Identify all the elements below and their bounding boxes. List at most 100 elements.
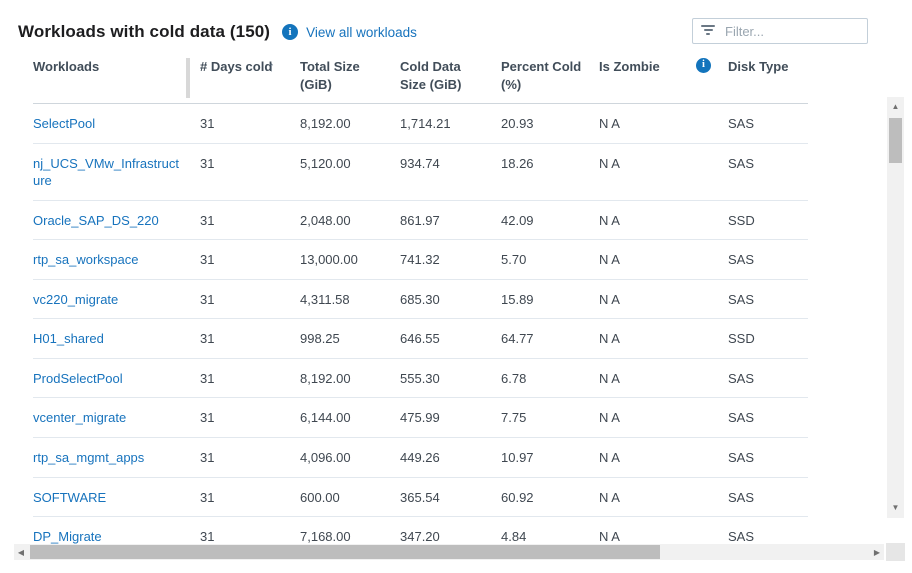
workload-link[interactable]: nj_UCS_VMw_Infrastructure <box>33 155 179 189</box>
table-cell: 15.89 <box>501 291 534 307</box>
filter-input[interactable] <box>723 22 859 40</box>
table-cell: 20.93 <box>501 116 534 132</box>
table-cell: N A <box>599 370 620 386</box>
info-icon[interactable]: i <box>696 58 711 73</box>
view-all-workloads-link[interactable]: View all workloads <box>306 24 417 40</box>
table-cell: 6,144.00 <box>300 410 351 426</box>
horizontal-scrollbar[interactable]: ◀ ▶ <box>14 544 884 560</box>
table-cell: 4,311.58 <box>300 291 350 307</box>
table-cell: N A <box>599 252 620 268</box>
sort-ascending-icon[interactable]: ↑ <box>268 58 275 74</box>
workload-link[interactable]: H01_shared <box>33 331 104 347</box>
table-cell: 998.25 <box>300 331 340 347</box>
table-cell: 347.20 <box>400 529 440 545</box>
table-cell: 31 <box>200 489 215 505</box>
column-header-percent-cold[interactable]: Percent Cold (%) <box>501 59 582 92</box>
column-header-is-zombie[interactable]: Is Zombie i <box>599 58 728 76</box>
table-cell: N A <box>599 331 620 347</box>
scroll-left-icon[interactable]: ◀ <box>17 547 25 557</box>
table-cell: 31 <box>200 155 215 171</box>
workload-link[interactable]: SelectPool <box>33 116 96 132</box>
table-cell: 365.54 <box>400 489 440 505</box>
column-header-cold-data-size[interactable]: Cold Data Size (GiB) <box>400 59 462 92</box>
table-cell: 8,192.00 <box>300 370 351 386</box>
table-cell: 42.09 <box>501 212 534 228</box>
table-cell: SSD <box>728 212 755 228</box>
table-cell: N A <box>599 489 620 505</box>
table-cell: 861.97 <box>400 212 440 228</box>
vertical-scrollbar[interactable]: ▲ ▼ <box>887 97 904 518</box>
table-row: rtp_sa_workspace 31 13,000.00 741.32 5.70 N A… <box>33 240 808 280</box>
table-cell: 5,120.00 <box>300 155 351 171</box>
table-cell: 31 <box>200 410 215 426</box>
table-cell: 555.30 <box>400 370 440 386</box>
table-cell: 31 <box>200 529 215 545</box>
workload-link[interactable]: rtp_sa_mgmt_apps <box>33 450 145 466</box>
table-cell: SAS <box>728 155 755 171</box>
panel-header: Workloads with cold data (150) i View al… <box>18 16 892 48</box>
table-cell: 646.55 <box>400 331 440 347</box>
table-row: H01_shared 31 998.25 646.55 64.77 N A SSD <box>33 319 808 359</box>
scroll-up-icon[interactable]: ▲ <box>891 101 900 111</box>
workload-link[interactable]: Oracle_SAP_DS_220 <box>33 212 159 228</box>
workload-cell: SOFTWARE <box>33 478 200 517</box>
workload-link[interactable]: ProdSelectPool <box>33 370 123 386</box>
table-cell: 31 <box>200 212 215 228</box>
scroll-down-icon[interactable]: ▼ <box>891 502 900 512</box>
table-row: ProdSelectPool 31 8,192.00 555.30 6.78 N A SAS <box>33 359 808 399</box>
table-cell: SAS <box>728 291 755 307</box>
table-cell: 5.70 <box>501 252 527 268</box>
vertical-scrollbar-thumb[interactable] <box>889 118 902 163</box>
workload-link[interactable]: vcenter_migrate <box>33 410 127 426</box>
table-cell: N A <box>599 529 620 545</box>
scroll-right-icon[interactable]: ▶ <box>873 547 881 557</box>
table-cell: 1,714.21 <box>400 116 451 132</box>
workload-link[interactable]: SOFTWARE <box>33 489 107 505</box>
table-cell: 31 <box>200 370 215 386</box>
table-row: vcenter_migrate 31 6,144.00 475.99 7.75 N A SA… <box>33 398 808 439</box>
table-cell: 600.00 <box>300 489 340 505</box>
table-cell: 31 <box>200 116 215 132</box>
filter-icon <box>701 25 715 37</box>
table-cell: N A <box>599 410 620 426</box>
table-cell: SAS <box>728 252 755 268</box>
table-cell: 60.92 <box>501 489 534 505</box>
table-cell: SAS <box>728 450 755 466</box>
table-cell: 13,000.00 <box>300 252 358 268</box>
table-cell: 741.32 <box>400 252 440 268</box>
filter-box[interactable] <box>692 18 868 44</box>
table-cell: 449.26 <box>400 450 440 466</box>
table-cell: 4,096.00 <box>300 450 351 466</box>
table-row: rtp_sa_mgmt_apps 31 4,096.00 449.26 10.97 N A… <box>33 438 808 478</box>
table-cell: 31 <box>200 291 215 307</box>
table-body: SelectPool 31 8,192.00 1,714.21 20.93 N A SAS n… <box>33 104 808 557</box>
horizontal-scrollbar-thumb[interactable] <box>30 545 660 559</box>
table-row: SOFTWARE 31 600.00 365.54 60.92 N A SAS <box>33 478 808 518</box>
table-cell: 31 <box>200 252 215 268</box>
table-cell: SAS <box>728 410 755 426</box>
scrollbar-corner <box>886 543 905 561</box>
table-cell: 4.84 <box>501 529 527 545</box>
workload-cell: ProdSelectPool <box>33 359 200 398</box>
column-header-disk-type[interactable]: Disk Type <box>728 59 789 74</box>
workload-cell: rtp_sa_workspace <box>33 240 200 279</box>
table-row: SelectPool 31 8,192.00 1,714.21 20.93 N A SAS <box>33 104 808 144</box>
table-cell: SAS <box>728 489 755 505</box>
table-row: Oracle_SAP_DS_220 31 2,048.00 861.97 42.09 N … <box>33 201 808 241</box>
workload-link[interactable]: DP_Migrate <box>33 529 102 545</box>
page-title: Workloads with cold data (150) <box>18 22 271 41</box>
column-header-workloads[interactable]: Workloads <box>33 59 100 74</box>
workloads-table: Workloads # Days cold ↑ Total Size (GiB)… <box>33 58 808 557</box>
workload-link[interactable]: vc220_migrate <box>33 291 119 307</box>
column-header-days-cold[interactable]: # Days cold ↑ <box>200 58 275 74</box>
table-cell: 475.99 <box>400 410 440 426</box>
workload-link[interactable]: rtp_sa_workspace <box>33 252 139 268</box>
info-icon[interactable]: i <box>282 24 299 40</box>
workload-cell: vcenter_migrate <box>33 398 200 437</box>
column-header-total-size[interactable]: Total Size (GiB) <box>300 59 360 92</box>
table-cell: SAS <box>728 370 755 386</box>
table-cell: 6.78 <box>501 370 527 386</box>
table-cell: N A <box>599 155 620 171</box>
table-row: vc220_migrate 31 4,311.58 685.30 15.89 N A SAS <box>33 280 808 320</box>
